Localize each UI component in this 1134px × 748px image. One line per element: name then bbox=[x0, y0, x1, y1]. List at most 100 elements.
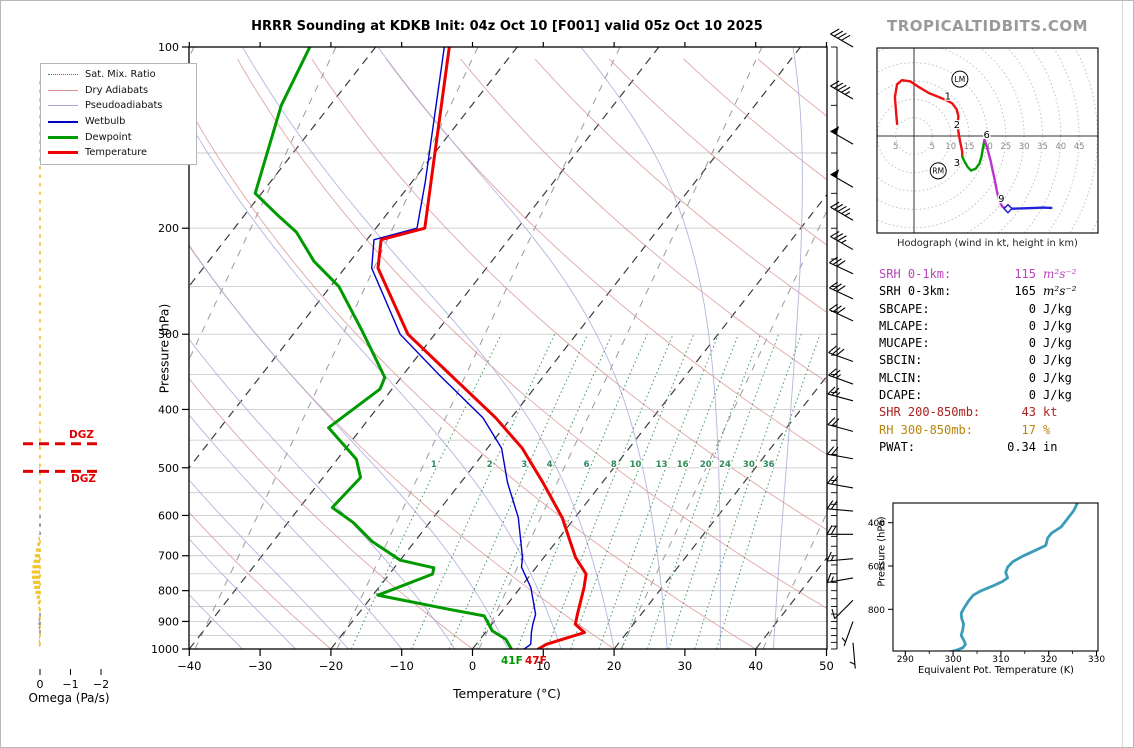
mixing-ratio-label: 20 bbox=[700, 460, 712, 470]
pseudoadiabat bbox=[189, 479, 349, 649]
wind-barb-column bbox=[826, 28, 856, 669]
omega-bar bbox=[35, 590, 40, 594]
omega-bar bbox=[39, 466, 40, 470]
omega-bar bbox=[34, 585, 40, 589]
omega-bar bbox=[39, 444, 40, 448]
temperature-tick-label: 20 bbox=[607, 659, 622, 673]
thetae-x-tick-label: 310 bbox=[992, 655, 1009, 665]
thetae-axis-label: Equivalent Pot. Temperature (K) bbox=[918, 665, 1074, 676]
dry-adiabat bbox=[237, 58, 827, 610]
omega-bar bbox=[39, 513, 40, 518]
hodograph-ring-label: 45 bbox=[1074, 142, 1085, 152]
stat-row-srh0-1km: SRH 0-1km: 115 m²s⁻² bbox=[879, 267, 1131, 284]
stat-label: SBCAPE: bbox=[879, 301, 930, 316]
stat-row-mlcin: MLCIN: 0 J/kg bbox=[879, 371, 1131, 388]
stat-label: MLCAPE: bbox=[879, 318, 930, 333]
omega-axis-label: Omega (Pa/s) bbox=[28, 691, 110, 705]
omega-tick-label: 0 bbox=[37, 678, 44, 691]
wind-barb bbox=[830, 201, 854, 221]
thetae-curve bbox=[945, 503, 1079, 651]
thetae-x-tick-label: 290 bbox=[897, 655, 914, 665]
branding-logo: TROPICALTIDBITS.COM bbox=[887, 17, 1088, 35]
thetae-y-tick-label: 600 bbox=[868, 563, 885, 573]
pseudoadiabat bbox=[189, 538, 296, 649]
storm-motion-label: RM bbox=[932, 167, 944, 176]
stat-unit: J/kg bbox=[1043, 336, 1072, 351]
isotherm-dashed-line bbox=[330, 47, 801, 649]
pressure-tick-label: 900 bbox=[158, 615, 179, 628]
dry-adiabats-swatch-icon bbox=[48, 89, 78, 91]
hodograph-trace-6-9km bbox=[983, 138, 1007, 210]
thetae-y-tick-label: 800 bbox=[868, 606, 885, 616]
omega-bar bbox=[37, 542, 40, 546]
stat-label: PWAT: bbox=[879, 439, 916, 454]
mixing-ratio-line bbox=[598, 334, 719, 649]
page-edge-divider bbox=[1122, 1, 1123, 747]
hodograph-ring-label: 25 bbox=[1000, 142, 1011, 152]
wind-barb bbox=[828, 368, 854, 385]
stat-value: 17 bbox=[1021, 422, 1036, 437]
legend-item-pseudoadiabats: Pseudoadiabats bbox=[48, 98, 196, 114]
thetae-x-tick-label: 320 bbox=[1040, 655, 1057, 665]
wind-barb bbox=[827, 417, 854, 432]
wind-barb bbox=[830, 80, 854, 100]
omega-bar-gray bbox=[38, 621, 40, 626]
hodograph-height-label: 3 bbox=[954, 158, 960, 169]
pressure-tick-label: 800 bbox=[158, 585, 179, 598]
wind-barb bbox=[829, 256, 854, 275]
pressure-axis-label: Pressure (hPa) bbox=[156, 303, 172, 394]
pseudoadiabats-swatch-icon bbox=[48, 105, 78, 107]
dry-adiabat bbox=[534, 58, 827, 314]
pseudoadiabat bbox=[189, 245, 509, 649]
pressure-tick-label: 1000 bbox=[151, 643, 179, 656]
dry-adiabat bbox=[189, 107, 756, 649]
mixing-ratio-label: 16 bbox=[677, 460, 689, 470]
omega-bar bbox=[39, 643, 40, 647]
dry-adiabat bbox=[608, 58, 827, 246]
legend-item-temperature: Temperature bbox=[48, 145, 196, 161]
temperature-tick-label: 50 bbox=[819, 659, 834, 673]
hodograph-height-label: 9 bbox=[998, 194, 1004, 205]
stat-label: SBCIN: bbox=[879, 353, 923, 368]
hodograph-ring-label: 35 bbox=[1037, 142, 1048, 152]
stat-row-sbcape: SBCAPE: 0 J/kg bbox=[879, 302, 1131, 319]
wind-barb bbox=[826, 551, 854, 562]
hodograph-height-label: 2 bbox=[954, 120, 960, 131]
mixing-ratio-line bbox=[411, 333, 556, 649]
omega-bar bbox=[39, 455, 40, 459]
wind-barb bbox=[829, 303, 854, 322]
dgz-upper-label: DGZ bbox=[69, 429, 94, 441]
legend-item-sat-mix-ratio: Sat. Mix. Ratio bbox=[48, 67, 196, 83]
wind-barb bbox=[826, 500, 854, 512]
omega-bar bbox=[39, 426, 40, 430]
stat-value: 165 bbox=[1014, 284, 1036, 299]
dry-adiabat bbox=[311, 58, 827, 531]
dry-adiabat bbox=[683, 58, 827, 181]
mixing-ratio-line bbox=[516, 334, 648, 649]
stat-value: 115 bbox=[1014, 267, 1036, 281]
hodograph-ring-label: 15 bbox=[964, 142, 975, 152]
omega-bar-gray bbox=[38, 617, 40, 622]
pressure-tick-label: 700 bbox=[158, 550, 179, 563]
dewpoint-curve bbox=[253, 47, 513, 649]
stat-row-pwat: PWAT: 0.34 in bbox=[879, 440, 1131, 457]
stat-value: 0 bbox=[1028, 353, 1036, 368]
temperature-tick-label: 0 bbox=[469, 659, 476, 673]
omega-bar bbox=[34, 554, 40, 558]
wind-barb bbox=[828, 345, 854, 363]
omega-bar bbox=[36, 595, 40, 599]
pressure-tick-label: 400 bbox=[158, 403, 179, 416]
temperature-tick-label: 30 bbox=[678, 659, 693, 673]
stat-unit: J/kg bbox=[1043, 370, 1072, 385]
wind-barb bbox=[826, 475, 854, 489]
mixing-ratio-line bbox=[716, 334, 821, 649]
surface-dewpoint-label: 41F bbox=[501, 655, 523, 667]
stat-row-dcape: DCAPE: 0 J/kg bbox=[879, 388, 1131, 405]
stat-label: MUCAPE: bbox=[879, 336, 930, 351]
dewpoint-swatch-icon bbox=[48, 135, 78, 139]
omega-bar bbox=[39, 636, 40, 640]
pressure-tick-label: 100 bbox=[158, 41, 179, 54]
mixing-ratio-line bbox=[668, 334, 780, 649]
